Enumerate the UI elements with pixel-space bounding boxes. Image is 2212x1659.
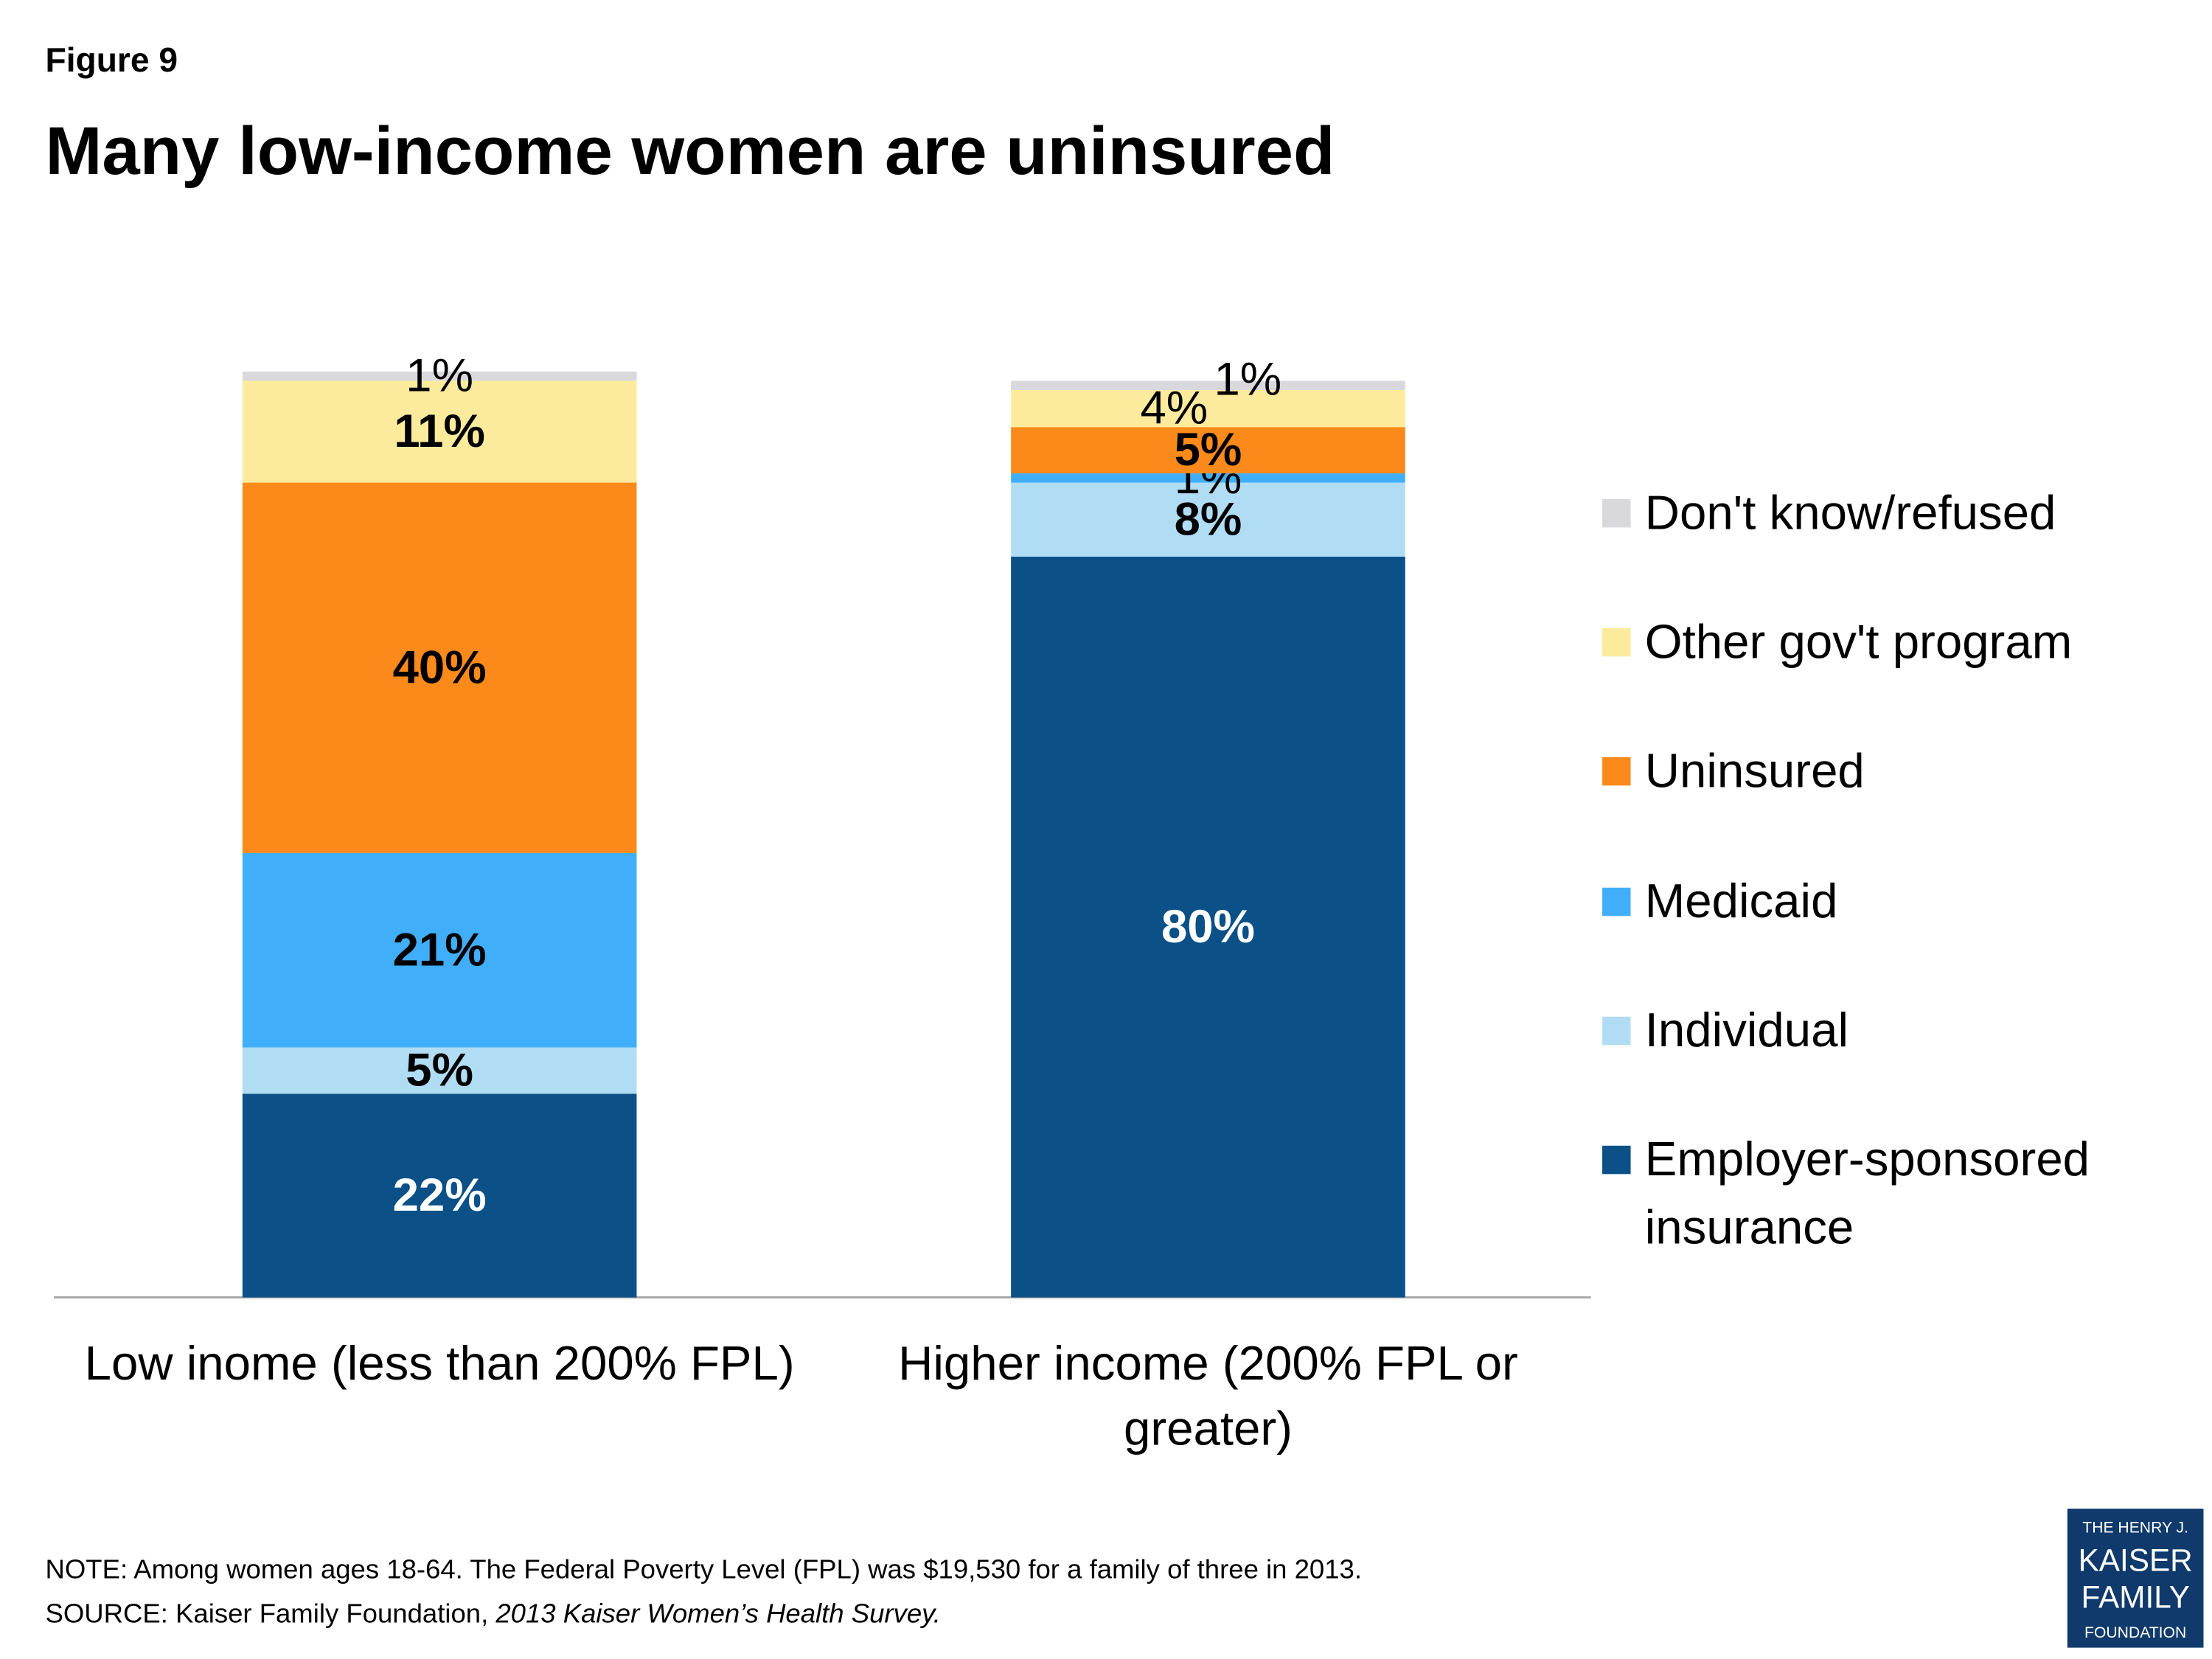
x-tick-label: Higher income (200% FPL or greater) xyxy=(898,1337,1518,1456)
value-label: 11% xyxy=(394,406,485,457)
legend-label-box: Other gov't program xyxy=(1644,615,2073,669)
legend-label: Other gov't program xyxy=(1644,615,2073,669)
legend-swatch xyxy=(1602,498,1631,528)
legend-label: Individual xyxy=(1644,1004,1849,1058)
value-label: 21% xyxy=(393,924,487,975)
x-tick-label-box: Low inome (less than 200% FPL) xyxy=(84,1337,795,1391)
bar-segment xyxy=(1011,482,1405,557)
x-tick-label-box: Higher income (200% FPL or greater) xyxy=(898,1337,1518,1456)
bar-segment xyxy=(1011,380,1405,390)
source-title: 2013 Kaiser Women’s Health Survey. xyxy=(495,1598,940,1628)
legend-label: Don't know/refused xyxy=(1644,486,2056,540)
legend-swatch xyxy=(1602,627,1631,657)
legend-label-box: Uninsured xyxy=(1644,744,1865,799)
value-label: 80% xyxy=(1161,901,1255,953)
bar-segment xyxy=(242,371,637,381)
value-label: 5% xyxy=(1175,424,1242,476)
legend-label-box: Don't know/refused xyxy=(1644,486,2056,540)
value-label: 22% xyxy=(393,1169,487,1221)
logo-text: FOUNDATION xyxy=(2084,1624,2186,1641)
bar-segment xyxy=(242,1093,637,1298)
legend-swatch xyxy=(1602,1016,1631,1046)
chart-title: Many low-income women are uninsured xyxy=(46,112,1335,189)
value-label: 4% xyxy=(1140,383,1208,434)
logo-text: KAISER xyxy=(2079,1543,2193,1577)
legend-label-box: Employer-sponsored insurance xyxy=(1644,1133,2090,1255)
bar-segment xyxy=(1011,473,1405,483)
legend-swatch xyxy=(1602,757,1631,786)
legend-swatch xyxy=(1602,887,1631,917)
legend-label: Medicaid xyxy=(1644,874,1838,929)
source-text: SOURCE: Kaiser Family Foundation, xyxy=(46,1598,496,1628)
legend-swatch xyxy=(1602,1145,1631,1175)
legend-label-box: Individual xyxy=(1644,1004,1849,1058)
value-label: 1% xyxy=(406,350,473,402)
note: NOTE: Among women ages 18-64. The Federa… xyxy=(46,1554,1362,1584)
bar-segment xyxy=(242,852,637,1048)
legend-label-box: Medicaid xyxy=(1644,874,1838,929)
bar-segment xyxy=(1011,389,1405,428)
value-label: 1% xyxy=(1214,354,1281,406)
legend-label: Uninsured xyxy=(1644,744,1865,799)
bar-segment xyxy=(242,482,637,853)
bar-segment xyxy=(242,1047,637,1094)
source: SOURCE: Kaiser Family Foundation, 2013 K… xyxy=(46,1598,941,1628)
bar-segment xyxy=(242,380,637,483)
value-label: 5% xyxy=(406,1045,473,1096)
logo-text: FAMILY xyxy=(2081,1579,2190,1614)
logo-text: THE HENRY J. xyxy=(2082,1520,2188,1537)
logo-box xyxy=(2067,1509,2204,1648)
value-label: 8% xyxy=(1175,493,1242,545)
x-tick-label: Low inome (less than 200% FPL) xyxy=(84,1337,795,1391)
value-label: 40% xyxy=(393,641,487,693)
legend-label: Employer-sponsored insurance xyxy=(1644,1133,2090,1255)
bar-segment xyxy=(1011,557,1405,1298)
bar-segment xyxy=(1011,427,1405,473)
figure-label: Figure 9 xyxy=(46,41,178,79)
